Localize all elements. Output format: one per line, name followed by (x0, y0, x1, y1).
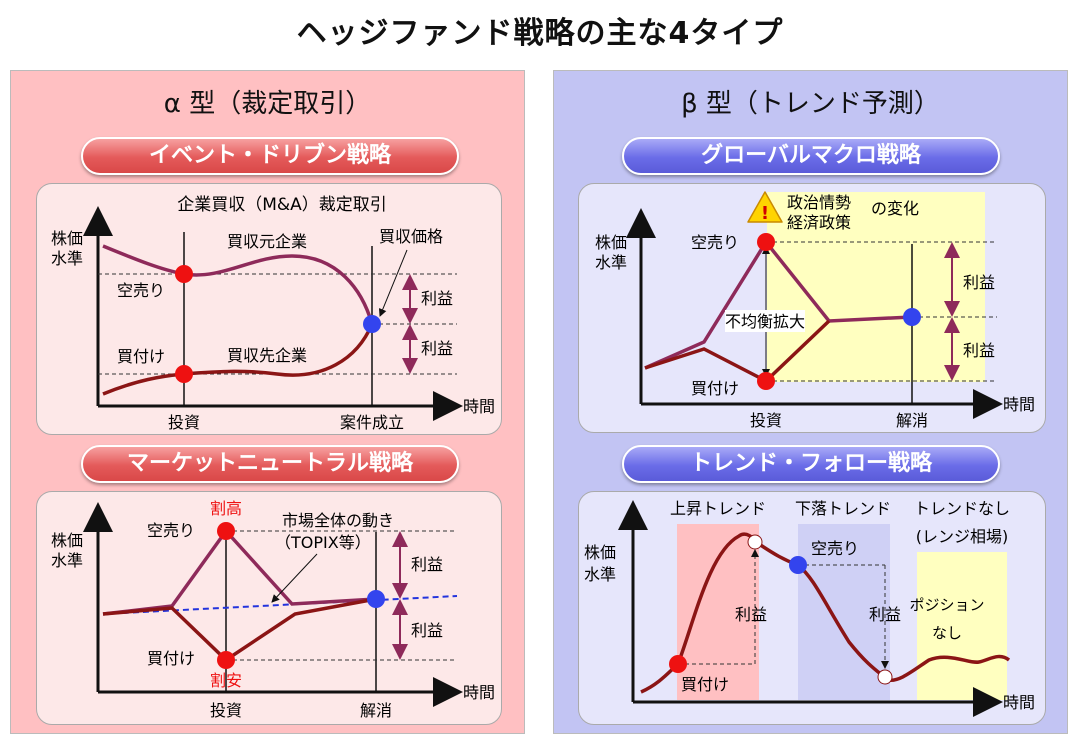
profit-label: 利益 (735, 605, 767, 624)
y-label: 株価 (584, 543, 616, 562)
page-title: ヘッジファンド戦略の主な4タイプ (296, 16, 784, 51)
global-macro-diagram: 株価 水準 時間 投資 解消 不均衡拡大 空売り 買付け ! (595, 191, 1035, 430)
acquirer-label: 買収元企業 (227, 232, 307, 251)
y-label: 水準 (595, 253, 627, 272)
uptrend-highlight (677, 524, 759, 700)
no-position-label: ポジション (909, 596, 984, 614)
buy-label: 買付け (147, 649, 195, 668)
spread-label-bg (725, 310, 805, 332)
tick-invest: 投資 (210, 701, 242, 720)
uptrend-label: 上昇トレンド (670, 499, 766, 518)
market-neutral-pill: マーケットニュートラル戦略 (81, 445, 459, 483)
price-pointer (378, 249, 408, 317)
global-macro-card: 株価 水準 時間 投資 解消 不均衡拡大 空売り 買付け ! (578, 183, 1046, 433)
event-label: の変化 (871, 199, 919, 218)
short-label: 空売り (811, 539, 859, 558)
x-label: 時間 (463, 683, 495, 702)
buy-label: 買付け (117, 347, 165, 366)
profit-label: 利益 (421, 339, 453, 358)
y-label: 水準 (51, 249, 83, 268)
short-point (757, 233, 775, 251)
deal-price-point (363, 315, 381, 333)
beta-panel: β 型（トレンド予測） グローバルマクロ戦略 株価 水準 時間 投資 解消 (553, 70, 1068, 734)
event-driven-pill: イベント・ドリブン戦略 (81, 137, 459, 175)
no-position-label: なし (932, 624, 962, 642)
buy-point (217, 651, 235, 669)
x-label: 時間 (1003, 395, 1035, 414)
buy-point (757, 372, 775, 390)
y-label: 水準 (51, 551, 83, 570)
profit-label: 利益 (963, 273, 995, 292)
short-label: 空売り (691, 233, 739, 252)
no-trend-label: トレンドなし (914, 499, 1010, 518)
tick-invest: 投資 (750, 411, 782, 430)
global-macro-pill: グローバルマクロ戦略 (622, 137, 1000, 175)
alpha-heading: α 型（裁定取引） (163, 89, 372, 119)
x-label: 時間 (463, 397, 495, 416)
no-trend-label: (レンジ相場) (916, 527, 1009, 546)
acquirer-line (102, 244, 374, 325)
event-label: 政治情勢 (787, 193, 851, 212)
tick-exit: 解消 (896, 411, 928, 430)
alpha-panel: α 型（裁定取引） イベント・ドリブン戦略 企業買収（M&A）裁定取引 株価 水… (10, 70, 525, 734)
price-trend-line (640, 532, 1011, 694)
short-label: 空売り (147, 521, 195, 540)
trend-follow-diagram: 上昇トレンド 下落トレンド トレンドなし (レンジ相場) ポジション なし 株価… (584, 499, 1035, 717)
target-line (102, 323, 374, 396)
svg-text:!: ! (761, 203, 769, 224)
downtrend-label: 下落トレンド (795, 499, 891, 518)
trend-follow-pill: トレンド・フォロー戦略 (622, 445, 1000, 483)
profit-label: 利益 (411, 555, 443, 574)
range-highlight (917, 552, 1007, 700)
buy-point (669, 655, 687, 673)
short-point (789, 556, 807, 574)
short-point (175, 265, 193, 283)
beta-heading: β 型（トレンド予測） (681, 89, 940, 119)
exit-point (367, 590, 385, 608)
market-neutral-diagram: 株価 水準 時間 投資 解消 割高 割安 空売り 買付け 市場全体の動き （TO… (51, 499, 495, 720)
event-driven-diagram: 企業買収（M&A）裁定取引 株価 水準 時間 投資 案件成立 買収元企業 買収先… (51, 195, 495, 432)
spread-label: 不均衡拡大 (725, 312, 805, 331)
y-label: 株価 (595, 233, 627, 252)
event-label: 経済政策 (787, 213, 851, 232)
y-label: 株価 (51, 531, 83, 550)
trend-follow-card: 上昇トレンド 下落トレンド トレンドなし (レンジ相場) ポジション なし 株価… (578, 491, 1046, 725)
event-caption: 企業買収（M&A）裁定取引 (177, 195, 387, 215)
buy-point (175, 365, 193, 383)
tick-deal: 案件成立 (340, 413, 404, 432)
y-label: 水準 (584, 565, 616, 584)
profit-label: 利益 (421, 289, 453, 308)
warning-icon: ! (747, 191, 783, 224)
market-pointer (271, 553, 318, 603)
market-label: 市場全体の動き (282, 511, 394, 530)
market-label: （TOPIX等） (275, 533, 371, 552)
price-label: 買収価格 (379, 227, 443, 246)
profit-label: 利益 (411, 621, 443, 640)
long-leg-line (644, 319, 831, 384)
exit-point (903, 308, 921, 326)
tick-invest: 投資 (168, 413, 200, 432)
buy-label: 買付け (681, 675, 729, 694)
target-label: 買収先企業 (227, 346, 307, 365)
x-label: 時間 (1003, 693, 1035, 712)
cover-point (877, 669, 893, 685)
profit-label: 利益 (869, 605, 901, 624)
market-neutral-card: 株価 水準 時間 投資 解消 割高 割安 空売り 買付け 市場全体の動き （TO… (36, 491, 502, 725)
y-label: 株価 (51, 229, 83, 248)
event-driven-card: 企業買収（M&A）裁定取引 株価 水準 時間 投資 案件成立 買収元企業 買収先… (36, 183, 502, 435)
cheap-label: 割安 (210, 671, 242, 690)
market-trend-line (102, 595, 458, 615)
tick-exit: 解消 (360, 701, 392, 720)
profit-label: 利益 (963, 341, 995, 360)
sell-point (747, 534, 763, 550)
short-point (217, 522, 235, 540)
short-label: 空売り (117, 281, 165, 300)
buy-label: 買付け (691, 379, 739, 398)
expensive-label: 割高 (210, 499, 242, 518)
